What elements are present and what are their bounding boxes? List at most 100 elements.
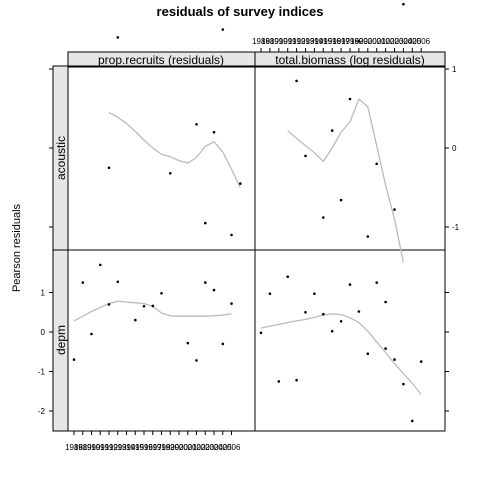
x-tick-label-top: 2002 xyxy=(377,37,395,46)
data-point xyxy=(304,311,307,314)
x-tick-label-bottom: 2006 xyxy=(223,443,241,452)
column-header-prop-recruits: prop.recruits (residuals) xyxy=(98,53,224,67)
data-point xyxy=(81,281,85,284)
data-point xyxy=(348,283,352,286)
data-point xyxy=(151,304,155,308)
data-point xyxy=(366,235,370,238)
data-point xyxy=(116,36,120,39)
x-tick-label-bottom: 1997 xyxy=(144,443,162,452)
data-point xyxy=(107,303,111,306)
x-tick-label-top: 1996 xyxy=(323,37,341,46)
data-point xyxy=(322,312,325,316)
data-point xyxy=(221,342,225,346)
x-tick-label-top: 2004 xyxy=(395,37,413,46)
data-point xyxy=(357,310,361,313)
data-point xyxy=(204,281,207,284)
data-point xyxy=(186,341,190,345)
data-point xyxy=(195,359,198,362)
x-tick-label-top: 1990 xyxy=(270,37,288,46)
x-tick-label-bottom: 1992 xyxy=(100,443,118,452)
data-point xyxy=(339,320,343,323)
data-point xyxy=(204,221,207,225)
x-tick-label-top: 1997 xyxy=(332,37,350,46)
x-tick-label-top: 1989 xyxy=(261,37,279,46)
tick-layer: 1100-1-1-2198819881989198919901990199119… xyxy=(38,37,460,452)
x-tick-label-bottom: 1999 xyxy=(161,443,179,452)
data-point xyxy=(230,302,233,305)
x-tick-label-top: 1998 xyxy=(341,37,359,46)
data-point xyxy=(393,358,396,361)
x-tick-label-bottom: 1991 xyxy=(91,443,109,452)
x-tick-label-top: 2003 xyxy=(386,37,404,46)
row-header-depm: depm xyxy=(54,325,68,355)
data-point xyxy=(357,40,361,43)
data-point xyxy=(230,233,233,237)
smooth-line xyxy=(73,300,232,322)
x-tick-label-bottom: 2001 xyxy=(179,443,197,452)
x-tick-label-bottom: 2000 xyxy=(170,443,188,452)
data-point xyxy=(411,419,414,423)
data-point xyxy=(304,154,307,158)
data-point xyxy=(72,358,76,361)
y-tick-label-left: 1 xyxy=(41,289,46,298)
x-tick-label-bottom: 1990 xyxy=(83,443,101,452)
smooth-line xyxy=(260,313,422,395)
y-tick-label-right: -1 xyxy=(452,223,460,232)
panel-depm-total-biomass xyxy=(259,275,423,423)
y-tick-label-left: -1 xyxy=(38,368,46,377)
x-tick-label-bottom: 2003 xyxy=(196,443,214,452)
data-point xyxy=(99,263,102,267)
x-tick-label-bottom: 1995 xyxy=(126,443,144,452)
x-tick-label-top: 1988 xyxy=(252,37,270,46)
data-point xyxy=(402,2,405,6)
data-point xyxy=(221,28,225,31)
y-tick-label-left: 0 xyxy=(41,328,46,337)
data-point xyxy=(134,318,137,322)
data-point xyxy=(348,97,352,101)
data-point xyxy=(268,292,272,296)
panel-acoustic-prop-recruits xyxy=(107,28,242,237)
panels-layer xyxy=(72,2,423,423)
panel-depm-prop-recruits xyxy=(72,263,233,362)
plot-frame xyxy=(67,65,446,432)
y-tick-label-right: 1 xyxy=(452,65,457,74)
x-tick-label-bottom: 1998 xyxy=(153,443,171,452)
data-point xyxy=(375,162,379,166)
data-point xyxy=(90,332,93,336)
data-point xyxy=(384,300,387,304)
x-tick-label-bottom: 2005 xyxy=(214,443,232,452)
data-point xyxy=(107,166,111,170)
data-point xyxy=(286,275,290,279)
data-point xyxy=(393,208,396,211)
data-point xyxy=(366,352,370,356)
x-tick-label-bottom: 2004 xyxy=(205,443,223,452)
data-point xyxy=(339,198,343,202)
data-point xyxy=(160,292,163,295)
x-tick-label-bottom: 1996 xyxy=(135,443,153,452)
y-tick-label-left: -2 xyxy=(38,407,46,416)
data-point xyxy=(330,329,334,333)
data-point xyxy=(313,292,316,296)
x-tick-label-top: 1992 xyxy=(288,37,306,46)
data-point xyxy=(330,129,334,132)
x-tick-label-bottom: 2002 xyxy=(188,443,206,452)
data-point xyxy=(419,360,423,363)
data-point xyxy=(375,281,379,284)
x-tick-label-top: 1991 xyxy=(279,37,297,46)
x-tick-label-top: 2005 xyxy=(403,37,421,46)
x-tick-label-bottom: 1988 xyxy=(65,443,83,452)
data-point xyxy=(212,130,216,134)
x-tick-label-top: 2001 xyxy=(368,37,386,46)
x-tick-label-top: 1993 xyxy=(297,37,315,46)
x-tick-label-bottom: 1993 xyxy=(109,443,127,452)
data-point xyxy=(295,378,298,382)
data-point xyxy=(384,347,387,350)
smooth-line xyxy=(108,111,241,188)
y-tick-label-right: 0 xyxy=(452,144,457,153)
data-point xyxy=(142,305,146,308)
data-point xyxy=(212,288,216,292)
data-point xyxy=(277,380,281,383)
data-point xyxy=(402,382,405,386)
data-point xyxy=(169,172,172,175)
